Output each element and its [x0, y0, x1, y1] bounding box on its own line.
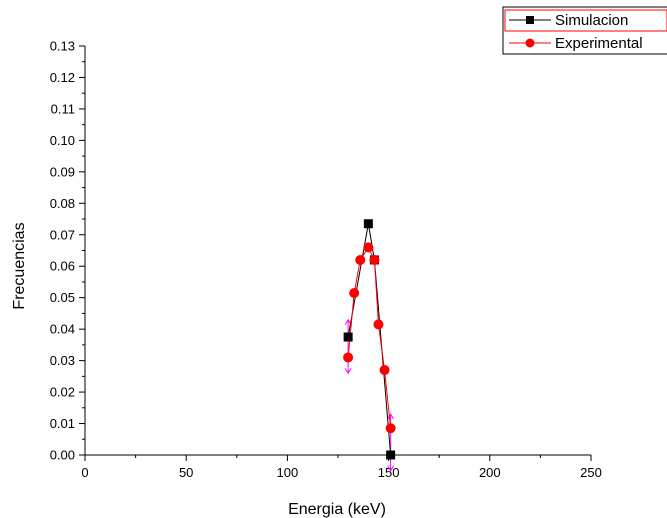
legend-highlight [504, 9, 667, 32]
y-tick-label: 0.05 [50, 290, 75, 305]
y-tick-label: 0.11 [51, 101, 75, 116]
data-point-experimental [379, 365, 390, 376]
y-tick-label: 0.08 [50, 196, 75, 211]
x-tick-label: 100 [277, 465, 299, 480]
data-point-experimental [343, 352, 354, 363]
y-tick-label: 0.02 [50, 385, 75, 400]
y-tick-label: 0.10 [50, 133, 75, 148]
data-point-simulacion [343, 332, 353, 342]
y-tick-label: 0.01 [50, 416, 75, 431]
x-tick-label: 250 [580, 465, 602, 480]
x-tick-label: 50 [179, 465, 193, 480]
y-axis-title: Frecuencias [11, 222, 28, 309]
data-point-simulacion [363, 219, 373, 229]
x-axis-title: Energia (keV) [288, 501, 386, 518]
legend-label-0: Simulacion [555, 12, 628, 29]
series-line-1 [347, 246, 392, 429]
error-bar-cap-bottom [344, 367, 352, 375]
series-line-0 [347, 223, 392, 456]
plot-marks [343, 219, 396, 472]
y-tick-label: 0.12 [50, 70, 75, 85]
x-tick-label: 150 [378, 465, 400, 480]
data-point-experimental [385, 423, 396, 434]
legend-label-1: Experimental [555, 35, 643, 52]
y-tick-label: 0.07 [50, 227, 75, 242]
y-tick-label: 0.00 [50, 448, 75, 463]
y-tick-label: 0.03 [50, 353, 75, 368]
legend-marker-circle [525, 38, 535, 48]
data-point-experimental [363, 242, 374, 253]
legend: Simulacion Experimental [502, 6, 667, 55]
data-point-experimental [373, 319, 384, 330]
y-tick-label: 0.09 [50, 164, 75, 179]
y-tick-label: 0.06 [50, 259, 75, 274]
data-point-experimental [369, 254, 380, 265]
y-tick-label: 0.13 [50, 39, 75, 54]
data-point-simulacion [386, 450, 396, 460]
error-bar-cap-top [387, 413, 395, 420]
data-point-experimental [355, 254, 366, 265]
axes: 0 50 100 150 200 250 0.00 0.01 0.02 0.03 0.04 0.05 0… [50, 39, 602, 481]
x-tick-label: 0 [81, 465, 88, 480]
x-tick-label: 200 [479, 465, 501, 480]
legend-marker-square [526, 16, 534, 24]
error-bar-cap-bottom [387, 465, 395, 472]
y-tick-label: 0.04 [50, 322, 75, 337]
data-point-experimental [349, 287, 360, 298]
